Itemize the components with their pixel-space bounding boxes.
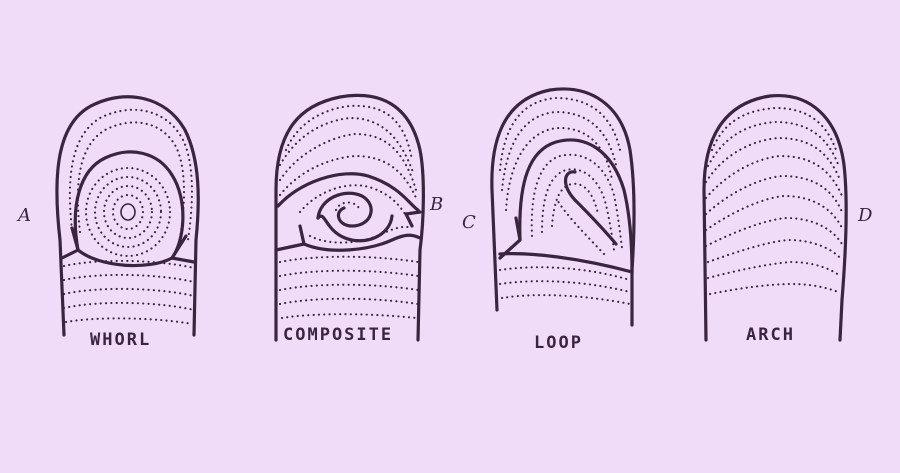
whorl-lower-ridge <box>62 273 196 284</box>
loop-core-ridge <box>540 168 616 252</box>
whorl-caption: WHORL <box>90 330 151 350</box>
whorl-triradius-left <box>60 226 80 260</box>
whorl-lower-ridge <box>62 287 196 298</box>
composite-core-lower <box>302 233 422 252</box>
arch-ridge <box>704 154 844 200</box>
loop-inner-stroke <box>564 170 618 246</box>
composite-ridge <box>278 132 418 192</box>
composite-lower-ridge <box>278 255 420 264</box>
loop-ridge <box>500 110 618 192</box>
arch-ridge <box>704 194 844 232</box>
composite-lower-ridge <box>278 297 420 306</box>
loop-core-boundary <box>518 138 634 274</box>
loop-letter-label: C <box>462 212 476 233</box>
whorl-ridge <box>68 108 193 242</box>
arch-ridge <box>710 106 838 152</box>
composite-core-ridge <box>334 201 362 212</box>
figure-composite: B COMPOSITE <box>274 93 443 345</box>
composite-triradius-right <box>404 210 422 228</box>
whorl-ring <box>111 193 145 231</box>
composite-ridge <box>278 116 416 177</box>
whorl-letter-label: A <box>16 205 31 226</box>
composite-triradius-left <box>274 224 306 252</box>
loop-core-ridge <box>550 182 600 228</box>
whorl-triradius-right <box>170 234 196 264</box>
loop-lower-ridge <box>500 294 632 306</box>
composite-core-ridge <box>298 184 410 220</box>
arch-caption: ARCH <box>746 325 795 345</box>
loop-finger-outline <box>490 87 636 327</box>
composite-core-upper <box>276 172 420 212</box>
arch-finger-outline <box>702 94 848 342</box>
arch-ridge <box>704 216 844 248</box>
whorl-center-ring <box>120 203 136 221</box>
arch-letter-label: D <box>857 205 873 226</box>
whorl-ring <box>93 175 163 249</box>
whorl-ring <box>102 184 154 240</box>
composite-core-ridge <box>308 225 414 244</box>
composite-lower-ridge <box>278 283 420 292</box>
figure-whorl: A WHORL <box>16 95 200 350</box>
composite-ridge <box>284 104 414 162</box>
composite-caption: COMPOSITE <box>283 325 393 345</box>
loop-core-ridge <box>554 196 606 256</box>
loop-triradius <box>498 216 522 260</box>
figure-arch: D ARCH <box>702 94 873 345</box>
loop-core-lower <box>498 252 634 274</box>
composite-lower-ridge <box>278 269 420 278</box>
whorl-ring <box>84 166 172 258</box>
arch-ridge <box>704 174 844 216</box>
arch-ridge <box>708 282 840 296</box>
composite-spiral-inner <box>316 214 394 243</box>
arch-ridge <box>706 260 842 280</box>
composite-lower-ridge <box>280 313 418 320</box>
loop-lower-ridge <box>498 266 632 282</box>
arch-ridge <box>704 136 842 184</box>
whorl-core-boundary <box>73 150 185 268</box>
whorl-finger-outline <box>55 95 200 337</box>
composite-letter-label: B <box>429 194 443 215</box>
whorl-ridge <box>76 121 186 240</box>
whorl-lower-ridge <box>64 317 194 326</box>
arch-ridge <box>706 120 840 168</box>
arch-ridge <box>706 238 844 264</box>
loop-caption: LOOP <box>534 333 583 353</box>
loop-lower-ridge <box>498 280 632 294</box>
loop-core-ridge <box>530 153 624 250</box>
figure-loop: C LOOP <box>462 87 636 353</box>
composite-finger-outline <box>274 93 425 342</box>
loop-ridge <box>498 96 622 172</box>
whorl-lower-ridge <box>62 301 196 312</box>
composite-spiral <box>316 191 373 228</box>
